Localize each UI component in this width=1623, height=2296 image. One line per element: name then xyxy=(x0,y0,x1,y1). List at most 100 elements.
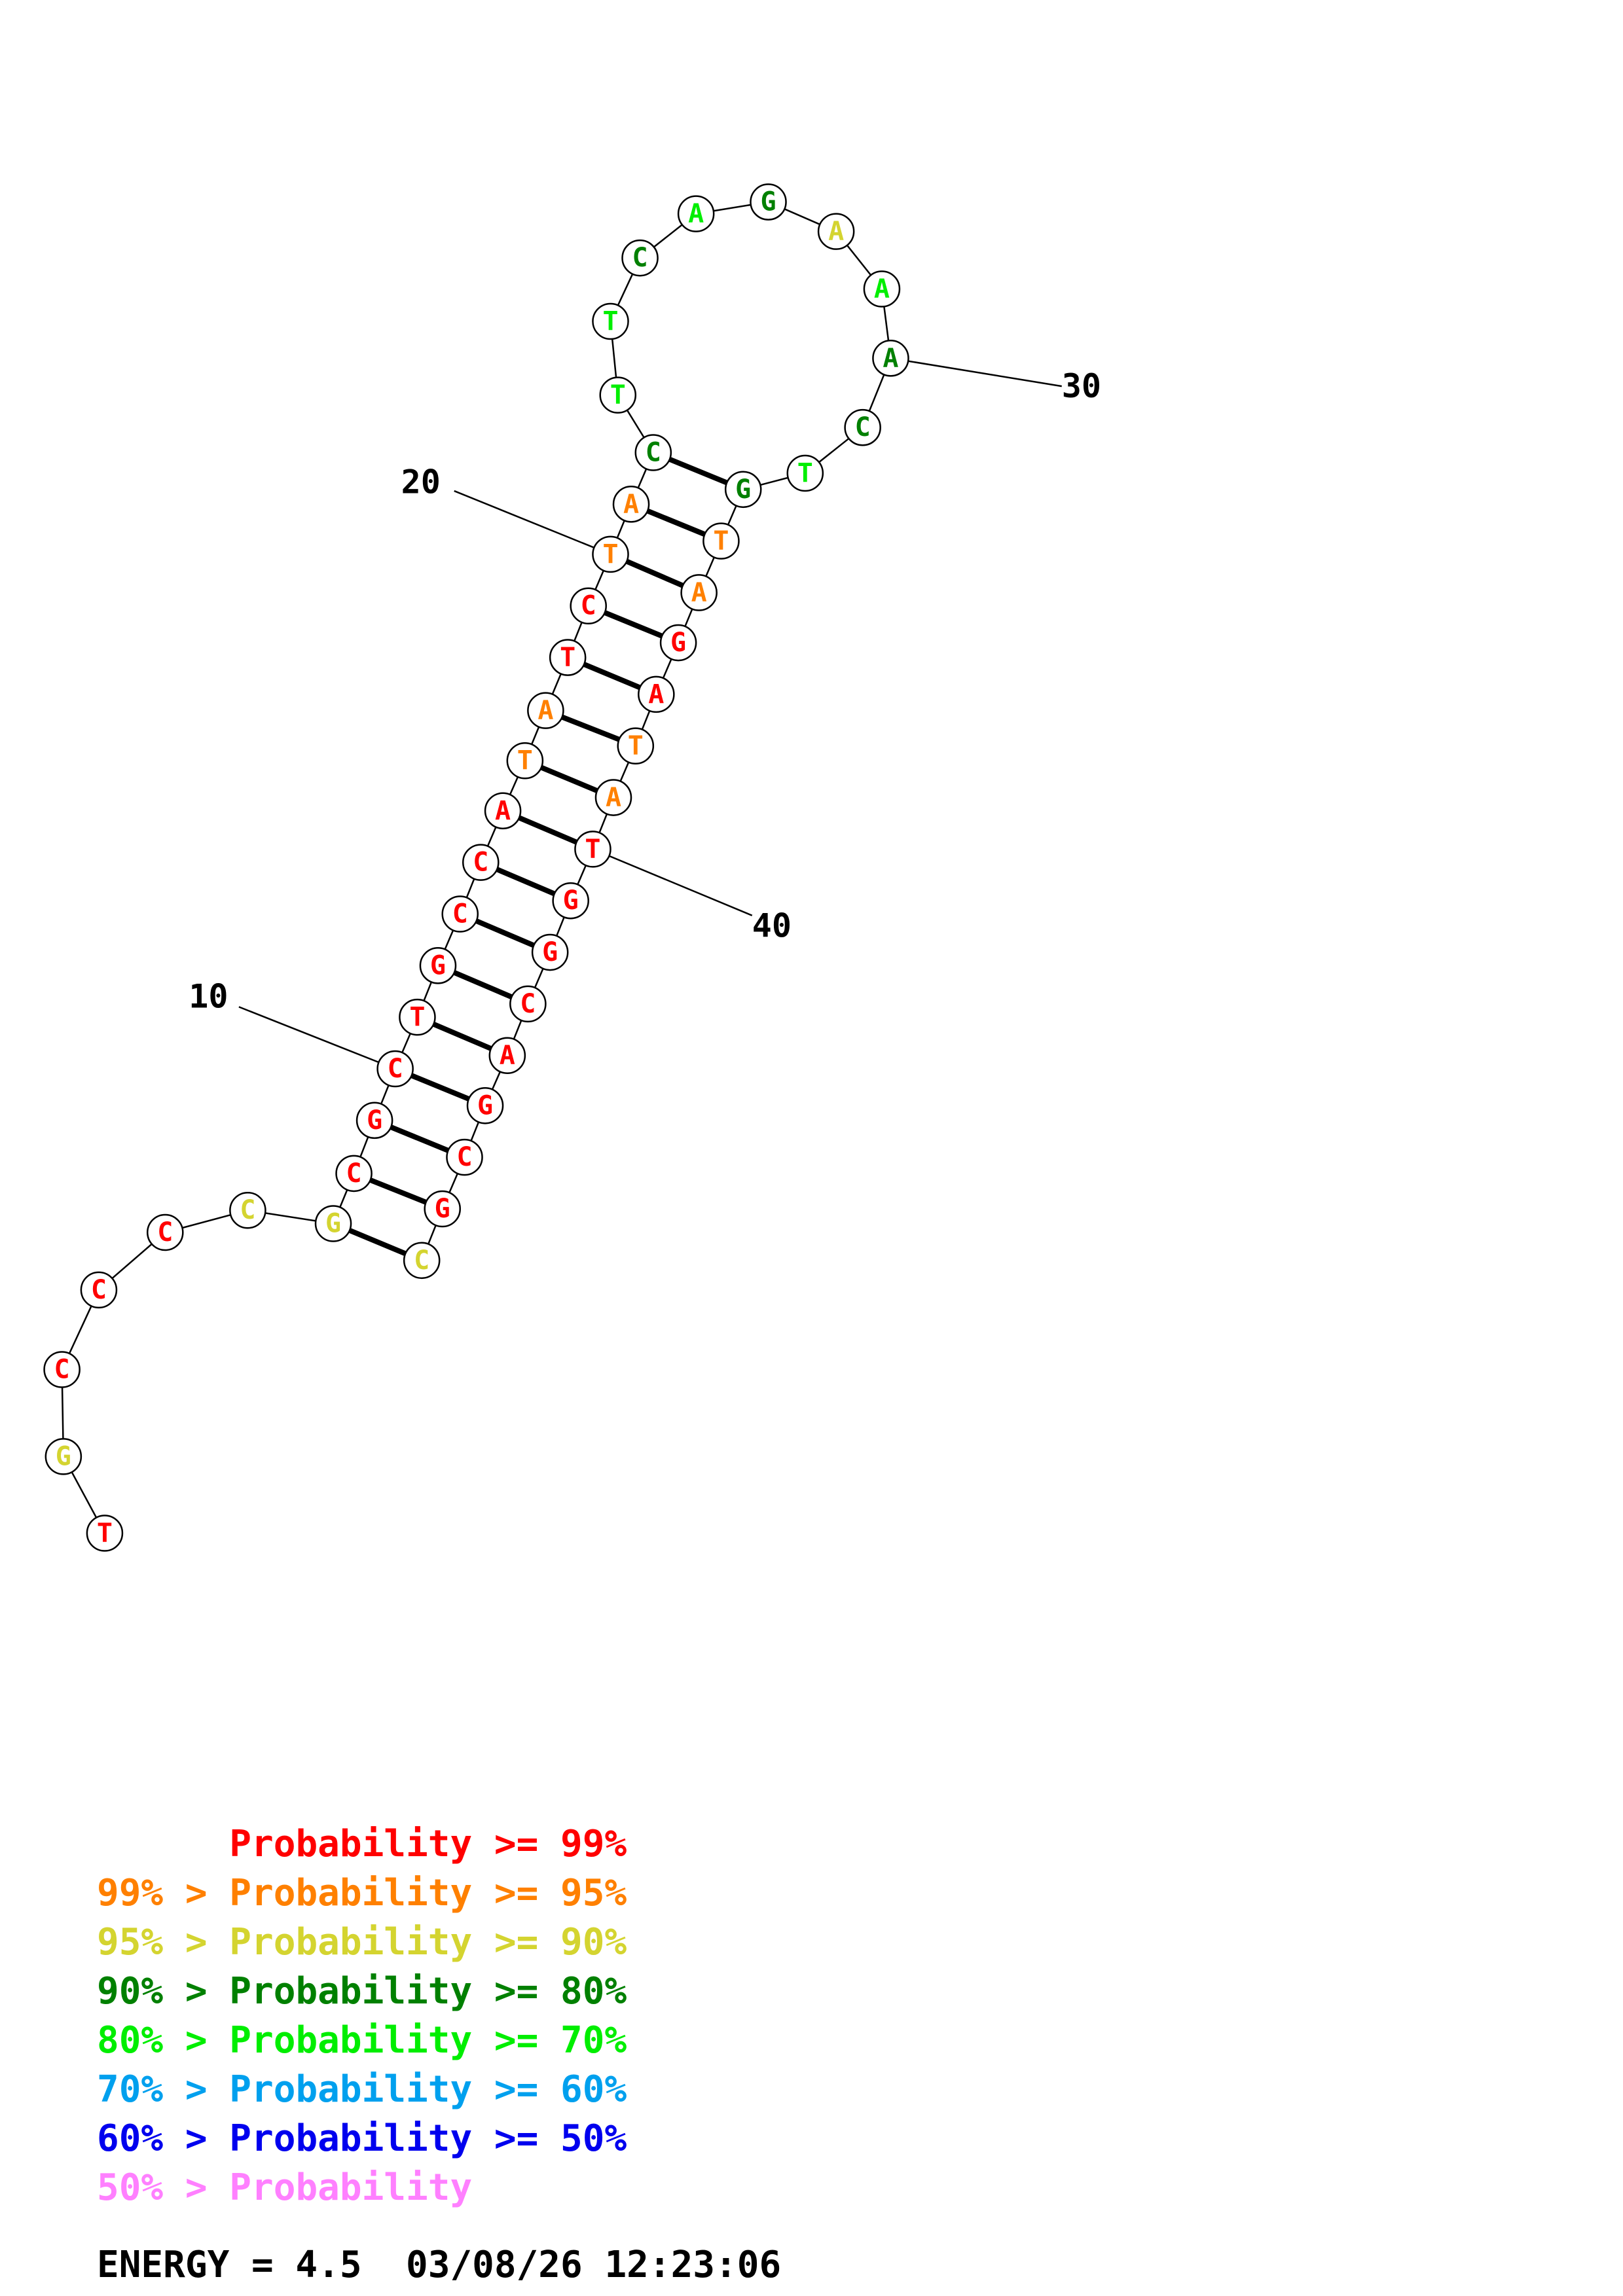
nucleotide-base: C xyxy=(240,1195,255,1225)
energy-value: ENERGY = 4.5 xyxy=(97,2244,362,2286)
nucleotide-circle xyxy=(229,1191,266,1229)
tick-line-40 xyxy=(592,848,753,916)
position-label-10: 10 xyxy=(189,978,228,1016)
nucleotide: G xyxy=(750,183,787,221)
nucleotide: C xyxy=(441,895,479,933)
nucleotide-circle xyxy=(621,239,659,277)
legend-label: Probability >= 95% xyxy=(229,1872,627,1914)
nucleotide: T xyxy=(592,302,629,340)
nucleotide-circle xyxy=(634,434,672,471)
nucleotide-base: T xyxy=(585,834,600,864)
nucleotide-base: C xyxy=(91,1275,107,1305)
nucleotide: G xyxy=(314,1205,352,1242)
nucleotide-base: C xyxy=(581,591,596,621)
nucleotide-circle xyxy=(552,882,589,920)
tick-line-10 xyxy=(238,1006,396,1070)
nucleotide-circle xyxy=(570,587,607,625)
legend-label: Probability >= 80% xyxy=(229,1970,627,2013)
nucleotide-circle xyxy=(638,675,675,713)
nucleotide-base: T xyxy=(628,731,644,761)
nucleotide-circle xyxy=(419,947,457,984)
legend-prefix: 60% > xyxy=(97,2117,230,2160)
legend-prefix: 90% > xyxy=(97,1970,230,2013)
legend-row: 60% > Probability >= 50% xyxy=(97,2114,627,2163)
nucleotide: G xyxy=(424,1190,461,1228)
nucleotide-circle xyxy=(592,535,629,573)
nucleotide-circle xyxy=(863,270,901,308)
nucleotide-circle xyxy=(86,1515,124,1552)
nucleotide: A xyxy=(612,486,650,523)
nucleotide-base: C xyxy=(632,243,647,273)
nucleotide: A xyxy=(863,270,901,308)
nucleotide-circle xyxy=(509,985,547,1023)
nucleotide-circle xyxy=(594,779,632,816)
legend-prefix: 80% > xyxy=(97,2019,230,2062)
position-ticks: 10 20 30 40 xyxy=(189,357,1101,1070)
base-pair-bonds xyxy=(332,450,744,1263)
nucleotide-circle xyxy=(399,998,436,1036)
nucleotide-circle xyxy=(659,624,697,662)
nucleotide-circle xyxy=(531,933,569,971)
legend-row: 95% > Probability >= 90% xyxy=(97,1918,627,1967)
legend-label: Probability >= 70% xyxy=(229,2019,627,2062)
nucleotide: G xyxy=(724,471,762,509)
nucleotide-circle xyxy=(146,1213,184,1251)
nucleotide-circle xyxy=(872,340,909,377)
nucleotide-circle xyxy=(724,471,762,509)
nucleotide-circle xyxy=(356,1102,393,1139)
nucleotide-base: C xyxy=(456,1142,472,1172)
legend-prefix: 95% > xyxy=(97,1921,230,1964)
nucleotide-base: G xyxy=(670,628,686,658)
nucleotide-base: T xyxy=(610,380,626,410)
nucleotide-circle xyxy=(599,376,637,414)
nucleotide-base: T xyxy=(560,643,575,673)
nucleotide-base: C xyxy=(855,412,871,442)
nucleotide-circle xyxy=(441,895,479,933)
nucleotide-base: G xyxy=(542,937,558,967)
nucleotide-base: C xyxy=(473,848,488,878)
nucleotide-base: G xyxy=(477,1090,493,1121)
nucleotide-base: G xyxy=(56,1441,71,1471)
nucleotide: T xyxy=(617,727,655,764)
nucleotide: A xyxy=(594,779,632,816)
nucleotide-circle xyxy=(446,1138,483,1176)
nucleotide: C xyxy=(634,434,672,471)
legend-prefix: 99% > xyxy=(97,1872,230,1914)
legend-label: Probability >= 60% xyxy=(229,2068,627,2111)
nucleotide-base: A xyxy=(623,489,639,519)
nucleotide: C xyxy=(229,1191,266,1229)
legend-row: 80% > Probability >= 70% xyxy=(97,2016,627,2065)
nucleotide-circle xyxy=(335,1155,373,1193)
tick-line-30 xyxy=(890,357,1062,387)
nucleotide-base: C xyxy=(520,989,536,1019)
nucleotide: A xyxy=(677,195,715,232)
nucleotide: C xyxy=(43,1351,81,1388)
nucleotide: G xyxy=(419,947,457,984)
nucleotide: T xyxy=(786,454,824,492)
nucleotide: A xyxy=(872,340,909,377)
nucleotide-base: A xyxy=(538,696,553,726)
nucleotide-base: G xyxy=(430,950,446,980)
position-label-30: 30 xyxy=(1062,367,1101,405)
nucleotide: C xyxy=(446,1138,483,1176)
nucleotide-base: A xyxy=(648,679,664,709)
nucleotide-circle xyxy=(680,574,718,611)
nucleotide-base: G xyxy=(367,1105,382,1136)
nucleotide-circle xyxy=(527,692,564,729)
nucleotide-circle xyxy=(376,1050,414,1088)
nucleotide-base: G xyxy=(760,187,776,217)
nucleotide: A xyxy=(680,574,718,611)
nucleotide-circle xyxy=(549,639,587,676)
nucleotide: G xyxy=(45,1438,82,1475)
nucleotide: T xyxy=(86,1515,124,1552)
nucleotide: C xyxy=(462,844,500,881)
nucleotide-circle xyxy=(43,1351,81,1388)
nucleotide-base: C xyxy=(157,1217,173,1247)
energy-footer: ENERGY = 4.5 03/08/26 12:23:06 xyxy=(97,2244,781,2286)
nucleotide: C xyxy=(146,1213,184,1251)
nucleotide: A xyxy=(488,1037,526,1074)
nucleotide: T xyxy=(506,742,544,780)
legend-label: Probability xyxy=(229,2166,473,2209)
nucleotide: C xyxy=(335,1155,373,1193)
